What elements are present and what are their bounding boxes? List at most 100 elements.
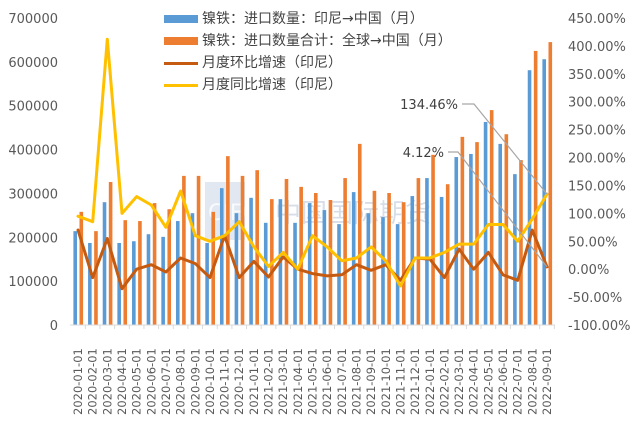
bar	[533, 50, 538, 326]
x-axis-tick-label: 2022-09-01	[540, 348, 554, 415]
right-axis-tick-label: 200.00%	[568, 152, 626, 167]
legend-swatch-blue-bar	[164, 15, 198, 23]
legend: 镍铁：进口数量：印尼→中国（月） 镍铁：进口数量合计：全球→中国（月） 月度环比…	[164, 8, 452, 96]
bar	[401, 202, 406, 325]
bar	[190, 213, 195, 325]
bar	[489, 110, 494, 325]
x-axis-tick-label: 2021-06-01	[320, 348, 334, 415]
left-axis-tick-label: 100000	[8, 275, 58, 290]
bar	[299, 186, 303, 325]
x-axis-tick-label: 2020-10-01	[203, 348, 217, 415]
legend-label: 月度环比增速（印尼）	[202, 55, 342, 71]
legend-swatch-orange-bar	[164, 37, 198, 45]
bar	[123, 220, 128, 325]
bar	[519, 160, 523, 325]
bar	[73, 231, 77, 325]
left-axis-tick-label: 400000	[8, 144, 58, 159]
x-axis-tick-label: 2021-09-01	[364, 348, 378, 415]
bar	[240, 175, 245, 325]
bar	[79, 211, 84, 325]
bar	[161, 236, 165, 325]
x-axis-tick-label: 2022-05-01	[481, 348, 495, 415]
line-series	[76, 37, 549, 291]
x-axis-tick-label: 2022-06-01	[496, 348, 510, 415]
bar	[372, 190, 377, 325]
bar	[102, 202, 107, 325]
x-axis-tick-label: 2021-07-01	[335, 348, 349, 415]
bar	[146, 234, 151, 325]
x-axis-tick-label: 2020-07-01	[159, 348, 173, 415]
bar	[138, 221, 142, 325]
bar	[293, 222, 297, 325]
bar	[152, 203, 157, 325]
x-axis-tick-label: 2021-01-01	[247, 348, 261, 415]
bar	[255, 170, 259, 325]
bar	[483, 121, 488, 325]
bar	[249, 197, 253, 325]
bar	[513, 174, 517, 325]
bar	[322, 210, 327, 325]
annotation-leader-mom	[448, 151, 548, 268]
right-axis-tick-label: 100.00%	[568, 207, 626, 222]
bar	[219, 188, 224, 325]
bar	[88, 242, 92, 325]
bar	[314, 192, 318, 325]
annotation-mom-label: 4.12%	[403, 146, 444, 161]
x-axis-tick-label: 2021-08-01	[349, 348, 363, 415]
bar	[416, 178, 421, 325]
legend-swatch-brown-line	[164, 61, 198, 65]
right-axis-tick-label: 450.00%	[568, 12, 626, 27]
bar	[387, 192, 391, 325]
bar	[175, 221, 180, 325]
line-series-path	[76, 228, 549, 291]
x-axis-tick-label: 2021-11-01	[393, 348, 407, 415]
legend-item-global-imports: 镍铁：进口数量合计：全球→中国（月）	[164, 30, 452, 52]
bar	[205, 242, 209, 325]
x-axis-tick-label: 2022-04-01	[467, 348, 481, 415]
left-axis-tick-label: 0	[50, 319, 58, 334]
bar	[343, 178, 347, 325]
bar	[284, 178, 289, 325]
x-axis-tick-label: 2020-08-01	[174, 348, 188, 415]
right-axis-tick-label: 50.00%	[568, 235, 618, 250]
x-axis-tick-label: 2021-04-01	[291, 348, 305, 415]
bar	[94, 231, 98, 325]
bar	[357, 143, 362, 325]
right-axis-tick-label: -100.00%	[568, 319, 631, 334]
legend-label: 月度同比增速（印尼）	[202, 77, 342, 93]
annotation-leader-yoy	[462, 103, 548, 195]
annotation-yoy-label: 134.46%	[400, 98, 458, 113]
bar	[431, 154, 435, 325]
x-axis-tick-label: 2021-05-01	[306, 348, 320, 415]
bar	[475, 142, 479, 325]
x-axis-tick-label: 2022-07-01	[511, 348, 525, 415]
x-axis-tick-label: 2020-12-01	[232, 348, 246, 415]
bar	[498, 143, 503, 325]
x-axis-tick-label: 2020-06-01	[144, 348, 158, 415]
bar	[542, 59, 546, 326]
left-axis-tick-label: 600000	[8, 56, 58, 71]
x-axis-tick-label: 2022-08-01	[525, 348, 539, 415]
x-axis-tick-label: 2020-04-01	[115, 348, 129, 415]
right-axis-tick-label: 150.00%	[568, 179, 626, 194]
bar	[548, 42, 553, 325]
bar	[381, 217, 385, 325]
legend-item-indonesia-imports: 镍铁：进口数量：印尼→中国（月）	[164, 8, 452, 30]
bar	[182, 175, 186, 325]
x-axis-tick-label: 2022-03-01	[452, 348, 466, 415]
bar	[460, 136, 465, 325]
x-axis-tick-label: 2022-02-01	[437, 348, 451, 415]
x-axis-tick-label: 2021-12-01	[408, 348, 422, 415]
right-axis-tick-label: -50.00%	[568, 291, 622, 306]
x-axis-labels: 2020-01-01 2020-02-01 2020-03-01 2020-04-01…	[71, 325, 555, 415]
bar	[425, 178, 429, 325]
bar	[132, 241, 136, 325]
right-axis-tick-label: 350.00%	[568, 68, 626, 83]
bar	[469, 153, 473, 325]
left-axis-tick-label: 200000	[8, 231, 58, 246]
line-series-path	[76, 37, 549, 288]
bar	[527, 70, 532, 325]
legend-label: 镍铁：进口数量：印尼→中国（月）	[202, 11, 424, 27]
